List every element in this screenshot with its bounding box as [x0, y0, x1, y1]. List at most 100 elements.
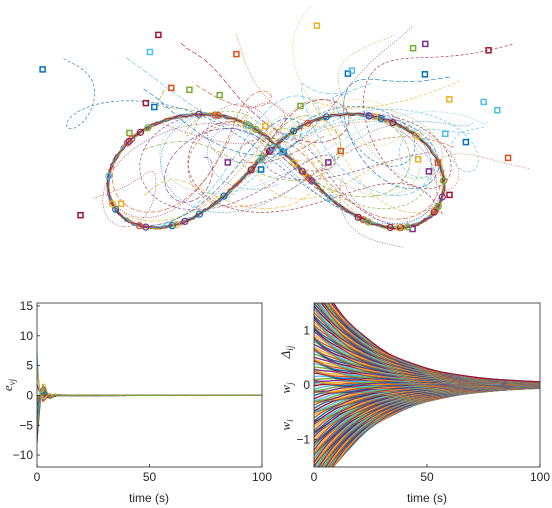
- error-plot-frame: [36, 302, 263, 468]
- start-marker: [233, 50, 240, 58]
- start-marker: [425, 168, 433, 175]
- start-marker: [151, 103, 158, 111]
- y-tick-label: −1: [296, 433, 310, 447]
- start-marker: [485, 47, 492, 54]
- trajectory-line: [143, 115, 341, 181]
- reference-path-line: [106, 112, 446, 230]
- trajectory-markers: [39, 22, 512, 233]
- x-tick-label: 0: [34, 470, 41, 484]
- y-tick-label: 0: [26, 388, 33, 402]
- start-marker: [446, 191, 453, 199]
- error-x-label: time (s): [129, 491, 169, 505]
- y-tick-label: 5: [26, 359, 33, 373]
- trajectory-line: [137, 88, 302, 227]
- trajectory-line: [160, 114, 473, 213]
- trajectory-line: [183, 108, 484, 223]
- start-marker: [168, 84, 175, 92]
- y-tick-label: 1: [303, 323, 310, 337]
- x-tick-label: 0: [311, 470, 318, 484]
- error-trace: [37, 392, 262, 414]
- y-tick-label: −5: [19, 418, 33, 432]
- weights-traces: [314, 303, 540, 467]
- error-trace: [37, 383, 262, 440]
- path-marker: [195, 110, 203, 118]
- start-marker: [409, 44, 417, 52]
- weights-y-label-delta: Δij: [278, 345, 295, 359]
- trajectory-line: [187, 121, 455, 208]
- trajectory-line: [111, 84, 272, 213]
- path-marker: [298, 167, 306, 175]
- error-trace: [37, 367, 262, 400]
- start-marker: [422, 40, 429, 48]
- error-trace: [37, 387, 262, 441]
- path-marker: [395, 224, 403, 232]
- trajectory-line: [93, 122, 263, 228]
- x-tick-label: 100: [252, 470, 272, 484]
- error-trace: [37, 391, 262, 423]
- trajectory-line: [159, 111, 488, 194]
- path-marker: [220, 192, 228, 200]
- trajectory-line: [139, 114, 336, 211]
- weights-y-label-wj-sub: j: [285, 382, 295, 386]
- path-marker: [290, 159, 299, 167]
- path-marker: [377, 114, 385, 123]
- trajectory-line: [262, 138, 438, 226]
- path-marker: [142, 223, 150, 231]
- weights-y-label-wi: wi: [278, 419, 295, 431]
- trajectory-line: [301, 83, 432, 196]
- error-y-ticks: −10 −5 0 5 10 15: [13, 299, 40, 462]
- path-marker: [144, 124, 152, 132]
- trajectory-line: [206, 26, 412, 170]
- path-marker: [257, 156, 265, 164]
- reference-path: [106, 112, 446, 230]
- weights-y-label-delta-base: Δ: [278, 350, 293, 359]
- trajectory-line: [311, 80, 460, 214]
- path-marker: [105, 172, 113, 180]
- error-trace: [37, 383, 262, 438]
- path-marker: [290, 127, 298, 135]
- path-marker: [258, 155, 266, 163]
- start-marker: [155, 31, 162, 39]
- path-marker: [125, 137, 133, 145]
- x-tick-label: 50: [143, 470, 157, 484]
- start-marker: [446, 96, 453, 103]
- trajectory-line: [143, 134, 323, 209]
- error-trace: [37, 393, 262, 414]
- error-trace: [37, 388, 262, 444]
- path-marker: [111, 205, 120, 213]
- error-y-label-base: e: [0, 385, 15, 391]
- weights-y-label-delta-sub: ij: [285, 345, 295, 351]
- start-marker: [146, 48, 154, 56]
- y-tick-label: 0: [303, 378, 310, 392]
- path-marker: [214, 111, 222, 120]
- path-marker: [279, 148, 287, 156]
- reference-path-line: [106, 112, 445, 229]
- path-marker: [244, 121, 252, 129]
- path-marker: [278, 147, 286, 155]
- start-marker: [257, 166, 265, 173]
- error-trace: [37, 391, 262, 423]
- start-marker: [313, 22, 321, 29]
- trajectory-line: [184, 108, 433, 209]
- path-marker: [282, 133, 290, 141]
- y-tick-label: 15: [20, 299, 34, 313]
- path-marker: [365, 112, 373, 120]
- start-marker: [142, 99, 150, 107]
- trajectory-line: [239, 135, 441, 220]
- start-marker: [186, 86, 193, 94]
- weights-y-label-wi-base: w: [278, 422, 293, 431]
- path-marker: [430, 208, 438, 216]
- error-trace: [37, 362, 262, 399]
- path-marker: [300, 169, 308, 177]
- start-marker: [325, 159, 332, 166]
- path-marker: [304, 119, 312, 127]
- error-trace: [37, 388, 262, 441]
- path-marker: [181, 217, 189, 225]
- path-marker: [438, 193, 446, 201]
- x-tick-label: 50: [420, 470, 434, 484]
- start-marker: [126, 129, 133, 137]
- trajectory-line: [320, 76, 450, 190]
- trajectory-line: [331, 44, 513, 190]
- weights-y-label-wj-base: w: [278, 385, 293, 394]
